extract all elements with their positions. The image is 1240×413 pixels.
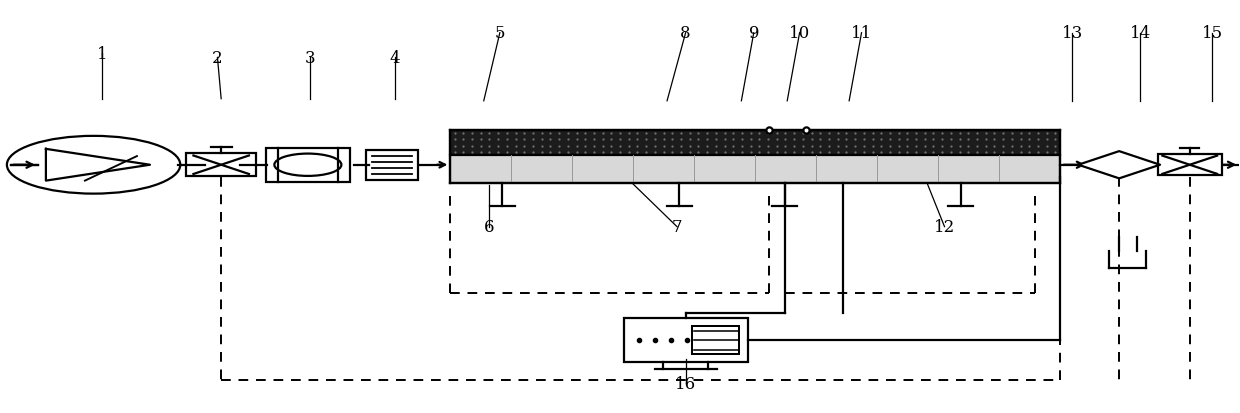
- Bar: [186, 154, 255, 177]
- Bar: [450, 156, 1060, 184]
- Text: 10: 10: [789, 25, 810, 42]
- Bar: [450, 131, 1060, 156]
- Text: 15: 15: [1202, 25, 1223, 42]
- Polygon shape: [1079, 152, 1161, 179]
- Bar: [692, 326, 739, 354]
- Text: 6: 6: [484, 218, 494, 235]
- Text: 12: 12: [934, 218, 955, 235]
- Text: 11: 11: [851, 25, 872, 42]
- Text: 16: 16: [675, 375, 696, 392]
- Text: 13: 13: [1061, 25, 1083, 42]
- Bar: [265, 148, 350, 182]
- Text: 1: 1: [97, 46, 108, 63]
- Text: 7: 7: [672, 218, 682, 235]
- Text: 5: 5: [495, 25, 505, 42]
- Text: 9: 9: [749, 25, 759, 42]
- Text: 8: 8: [681, 25, 691, 42]
- Text: 14: 14: [1130, 25, 1151, 42]
- Text: 4: 4: [389, 50, 399, 67]
- Bar: [624, 319, 748, 362]
- Text: 3: 3: [305, 50, 316, 67]
- Text: 2: 2: [212, 50, 223, 67]
- Bar: [1158, 154, 1221, 176]
- Bar: [366, 150, 418, 180]
